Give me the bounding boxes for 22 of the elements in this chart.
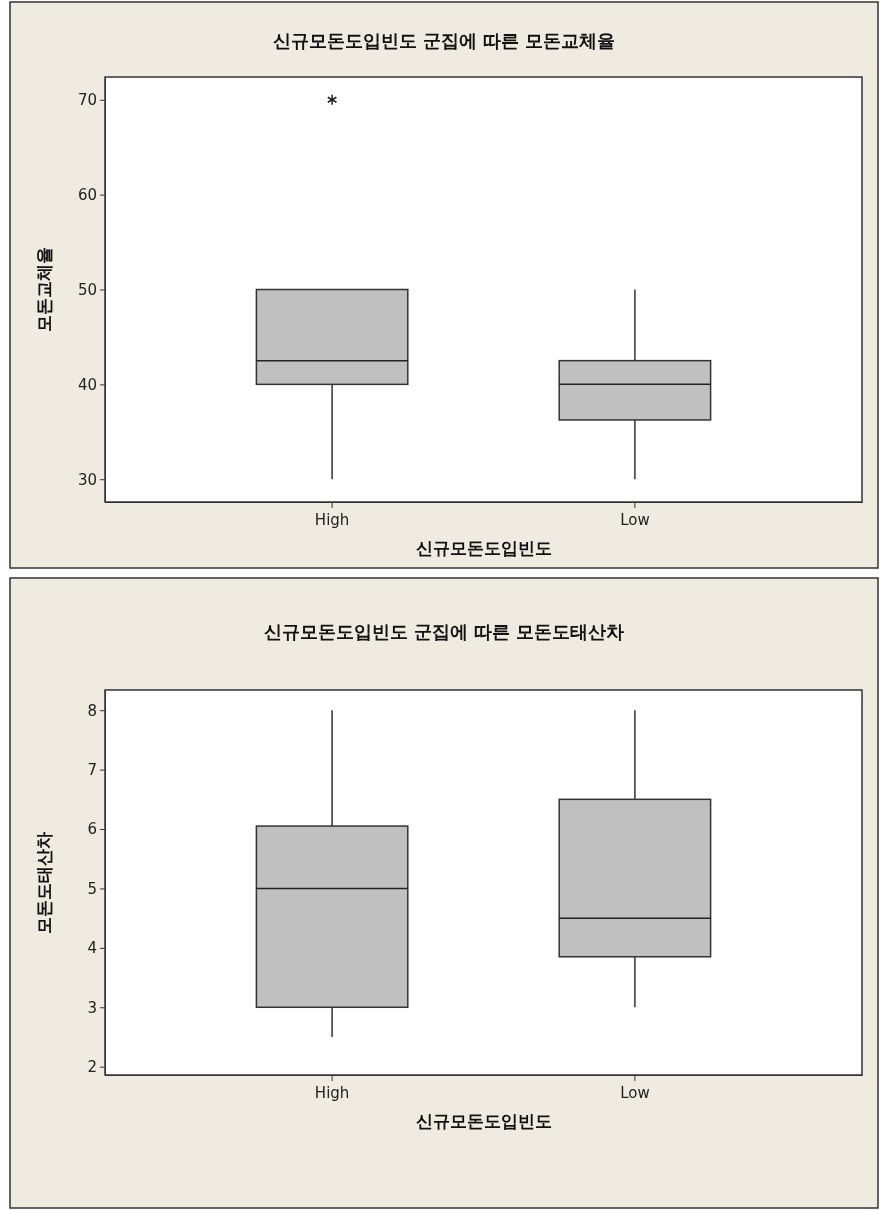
x-axis-title: 신규모돈도입빈도 <box>415 538 552 558</box>
x-tick-label: High <box>314 1083 350 1102</box>
y-tick-label: 8 <box>87 701 97 720</box>
chart-title: 신규모돈도입빈도 군집에 따른 모돈교체율 <box>272 30 616 51</box>
x-tick-label: High <box>314 510 350 529</box>
y-tick-label: 5 <box>87 879 97 898</box>
x-tick-label: Low <box>620 1083 650 1102</box>
y-tick-label: 60 <box>77 185 97 204</box>
x-tick-label: Low <box>620 510 650 529</box>
y-tick-label: 40 <box>77 375 97 394</box>
y-tick-label: 6 <box>87 820 97 839</box>
y-axis-title: 모돈도태산차 <box>34 831 54 934</box>
y-axis-title: 모돈교체율 <box>34 247 54 332</box>
y-tick-label: 3 <box>87 998 97 1017</box>
y-tick-label: 70 <box>77 91 97 110</box>
y-tick-label: 50 <box>77 280 97 299</box>
y-tick-label: 30 <box>77 470 97 489</box>
chart-title: 신규모돈도입빈도 군집에 따른 모돈도태산차 <box>263 621 625 642</box>
y-tick-label: 7 <box>87 760 97 779</box>
y-tick-label: 2 <box>87 1057 97 1076</box>
y-tick-label: 4 <box>87 939 97 958</box>
x-axis-title: 신규모돈도입빈도 <box>415 1111 552 1131</box>
